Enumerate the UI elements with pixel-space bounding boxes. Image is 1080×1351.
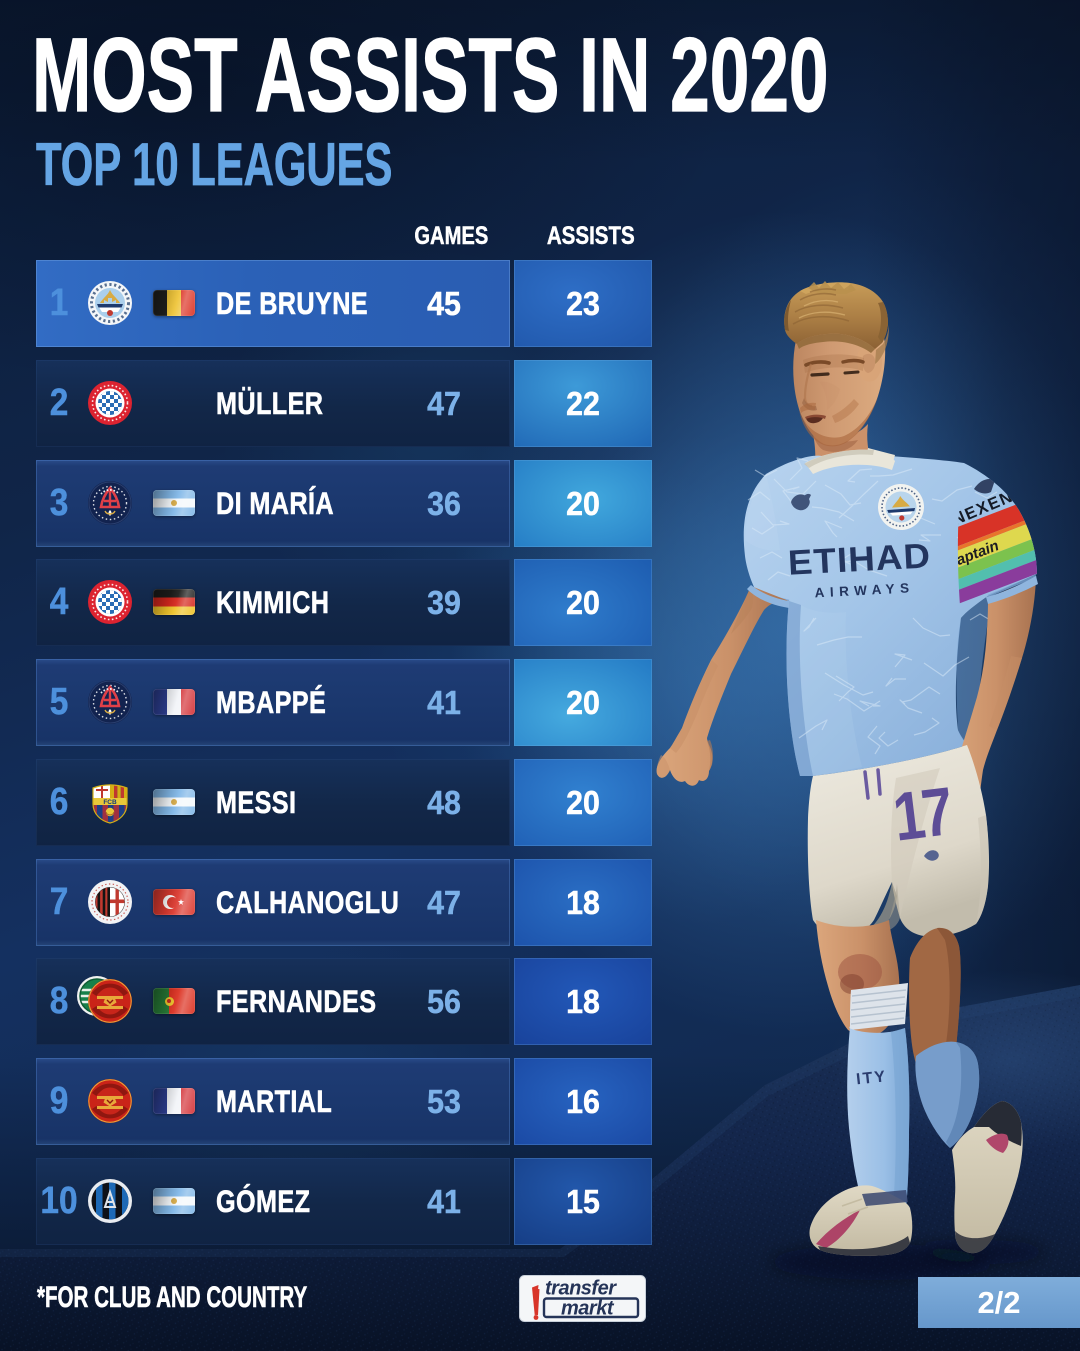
svg-text:ETIHAD: ETIHAD — [787, 536, 932, 582]
svg-text:FCB: FCB — [103, 799, 117, 806]
svg-text:ITY: ITY — [855, 1068, 887, 1088]
svg-text:transfer: transfer — [545, 1278, 617, 1300]
svg-text:17: 17 — [889, 774, 955, 856]
svg-text:AIRWAYS: AIRWAYS — [814, 580, 915, 600]
svg-text:markt: markt — [561, 1298, 615, 1320]
